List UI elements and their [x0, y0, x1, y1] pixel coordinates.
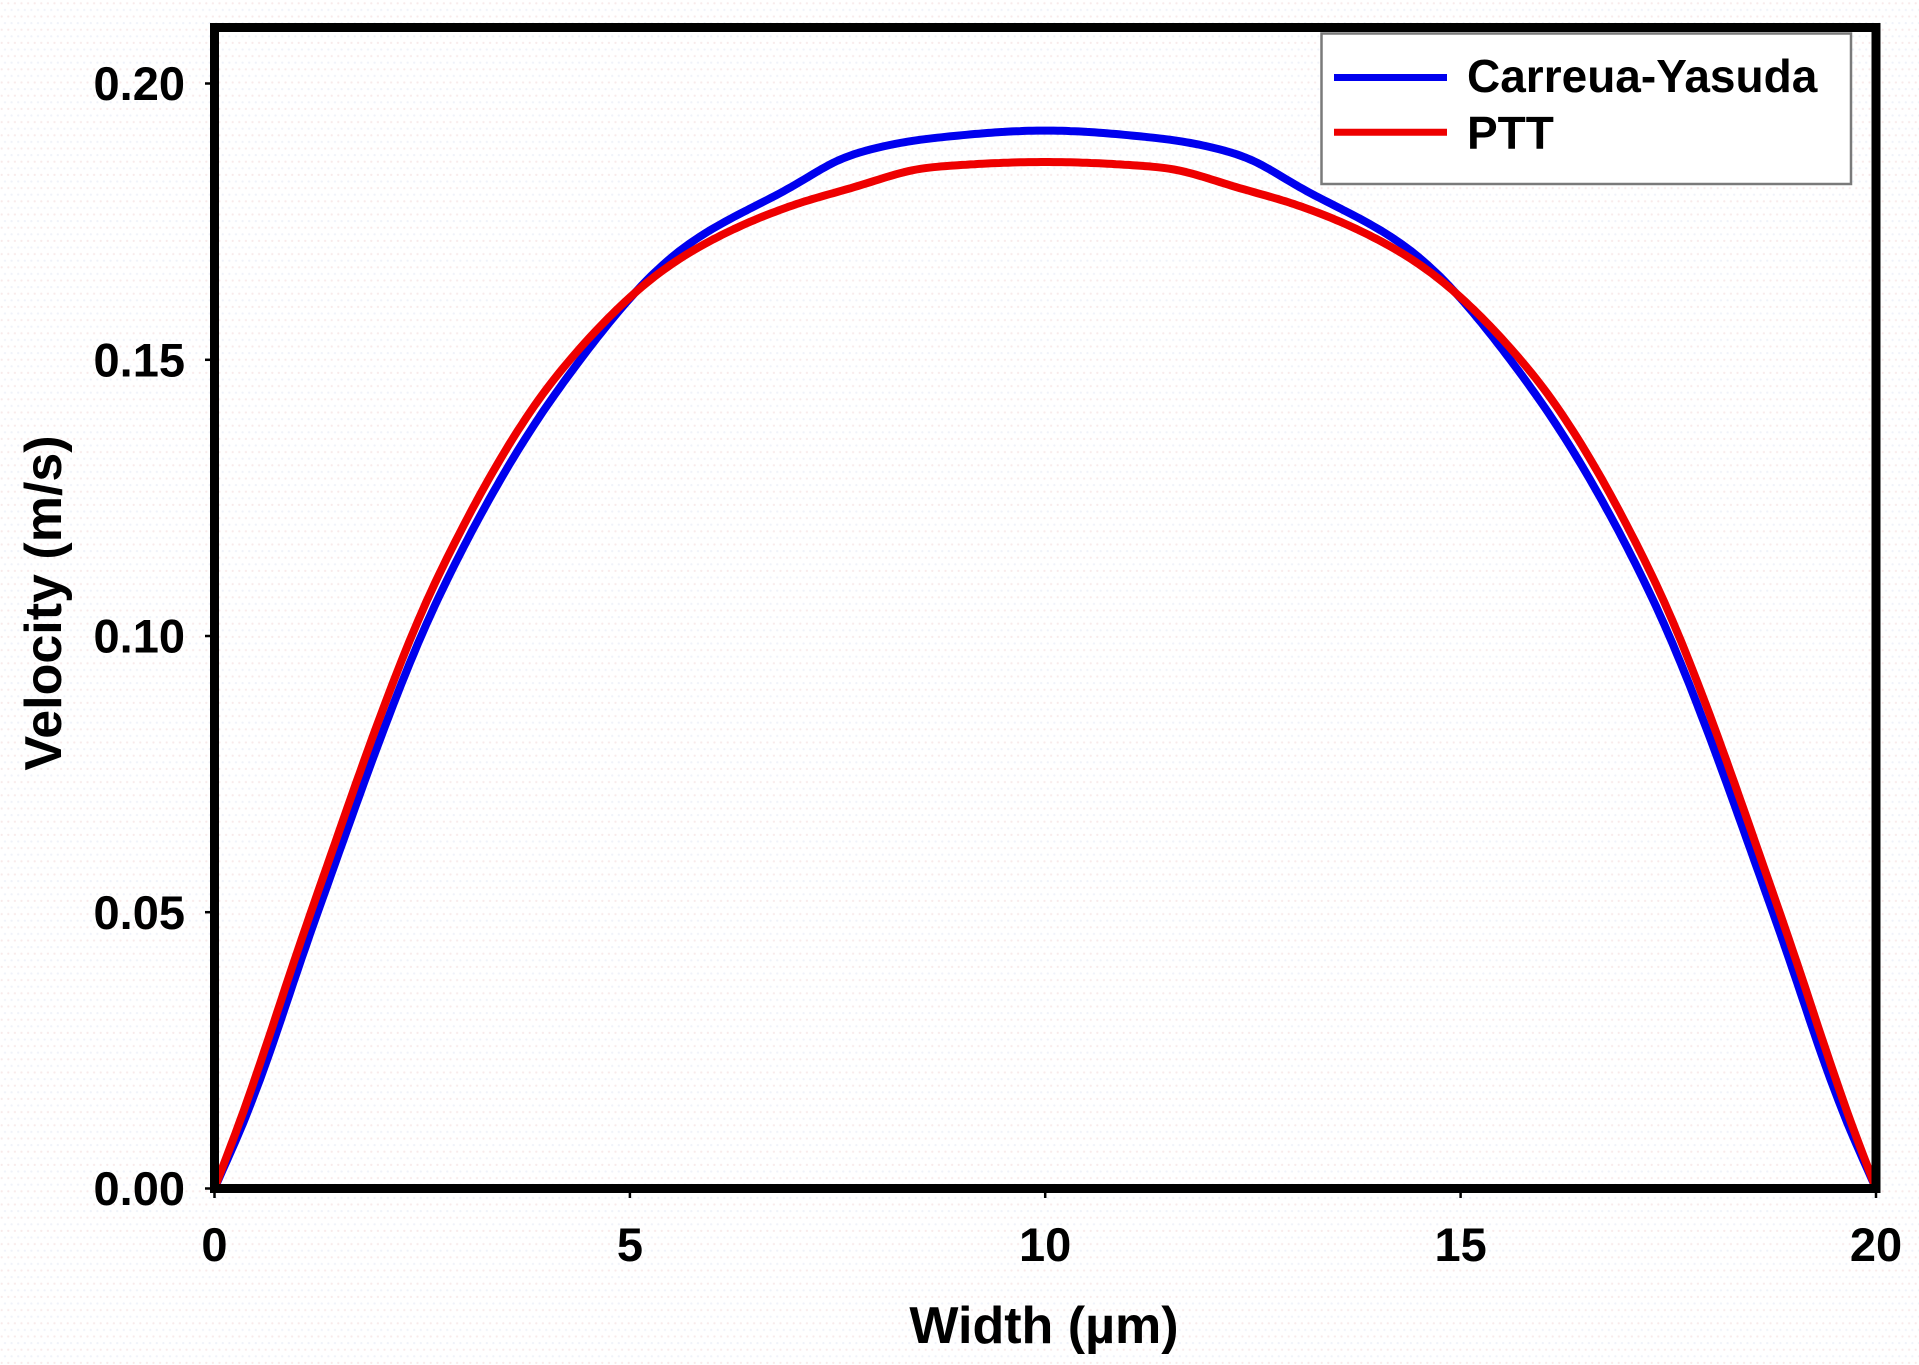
svg-text:0.05: 0.05	[94, 886, 185, 939]
svg-text:0.00: 0.00	[94, 1162, 185, 1215]
svg-text:Width (µm): Width (µm)	[909, 1297, 1178, 1355]
svg-text:Carreua-Yasuda: Carreua-Yasuda	[1467, 50, 1818, 102]
svg-text:0.15: 0.15	[94, 333, 185, 386]
svg-text:5: 5	[617, 1218, 643, 1271]
svg-text:20: 20	[1850, 1218, 1902, 1271]
svg-text:10: 10	[1019, 1218, 1071, 1271]
svg-text:Velocity (m/s): Velocity (m/s)	[15, 435, 73, 770]
svg-text:0.10: 0.10	[94, 610, 185, 663]
svg-text:0: 0	[201, 1218, 227, 1271]
svg-text:PTT: PTT	[1467, 107, 1554, 159]
svg-text:15: 15	[1434, 1218, 1486, 1271]
svg-text:0.20: 0.20	[94, 57, 185, 110]
